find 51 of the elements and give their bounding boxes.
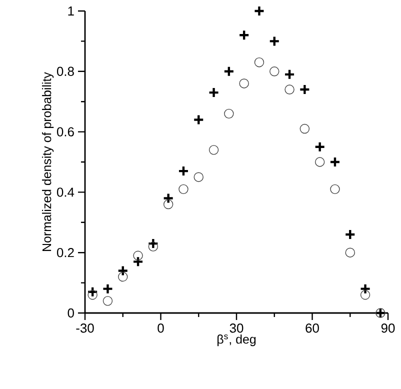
point xyxy=(314,141,326,152)
y-tick-label: 0.2 xyxy=(56,248,74,258)
point xyxy=(314,157,325,167)
x-tick-label: 30 xyxy=(230,324,244,333)
y-tick-label: 0.8 xyxy=(56,66,74,76)
point xyxy=(360,290,370,300)
point xyxy=(86,286,98,298)
x-tick-label: 90 xyxy=(381,324,395,333)
point xyxy=(133,250,143,260)
y-tick-label: 0.4 xyxy=(56,188,74,197)
point xyxy=(132,256,144,268)
point xyxy=(223,66,235,77)
point xyxy=(102,296,113,306)
point xyxy=(345,248,355,258)
point xyxy=(239,78,249,88)
y-axis-title: Normalized density of probability xyxy=(42,72,54,251)
point xyxy=(299,84,310,96)
point xyxy=(88,290,98,300)
point xyxy=(284,84,294,94)
y-tick-label: 0.6 xyxy=(56,127,74,136)
point xyxy=(102,283,114,294)
point xyxy=(163,199,174,210)
point xyxy=(254,5,265,17)
point xyxy=(208,145,219,155)
point xyxy=(330,184,340,194)
point xyxy=(254,57,264,68)
point xyxy=(268,36,280,47)
point xyxy=(238,30,250,41)
point xyxy=(193,114,204,126)
point xyxy=(300,124,310,134)
point xyxy=(360,283,371,294)
point xyxy=(194,172,204,182)
point xyxy=(270,66,280,76)
x-tick-label: -30 xyxy=(76,324,94,333)
x-tick-label: 0 xyxy=(158,324,164,333)
point xyxy=(148,238,159,250)
point xyxy=(148,242,158,252)
x-axis-title: β$^{s}$, deg xyxy=(218,334,256,346)
point xyxy=(344,228,356,240)
point xyxy=(284,68,296,80)
point xyxy=(118,272,128,282)
point xyxy=(178,184,188,194)
y-tick-label: 0 xyxy=(68,308,74,318)
point xyxy=(162,192,174,204)
point xyxy=(117,265,128,276)
point xyxy=(208,86,220,98)
y-tick-label: 1 xyxy=(68,6,74,16)
x-tick-label: 60 xyxy=(306,324,319,333)
point xyxy=(329,156,341,168)
point xyxy=(178,165,190,177)
point xyxy=(224,108,234,119)
